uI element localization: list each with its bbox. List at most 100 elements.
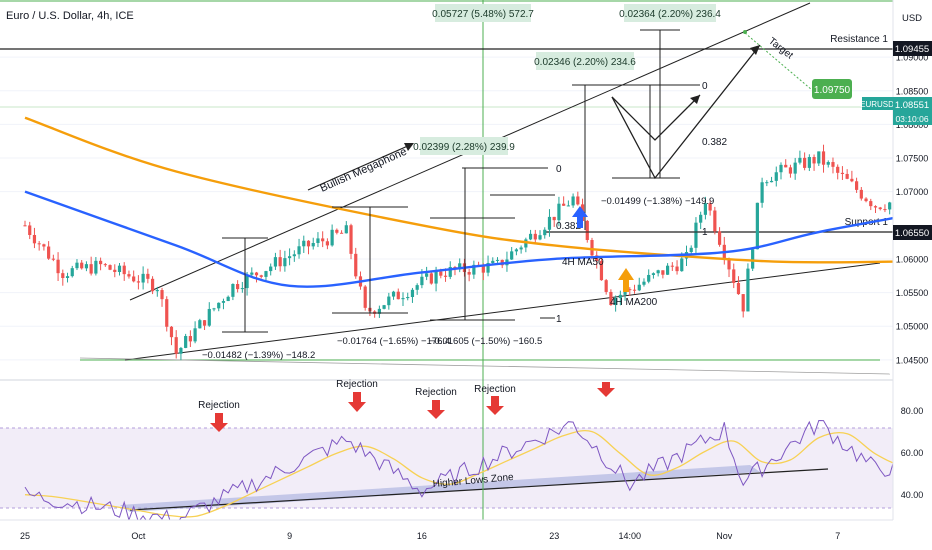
drop-1: −0.01482 (−1.39%) −148.2 (202, 350, 315, 361)
ma50-line (24, 190, 932, 288)
candle-body-156 (760, 182, 764, 203)
time-axis[interactable] (0, 520, 932, 550)
candle-body-10 (70, 268, 74, 277)
candle-body-181 (878, 207, 882, 210)
candle-body-164 (798, 157, 802, 163)
candle-body-134 (656, 270, 660, 274)
target-dot (743, 30, 747, 34)
measure-box-3 (624, 4, 716, 22)
candle-body-29 (160, 290, 164, 300)
rejection-label-2: Rejection (336, 379, 378, 390)
price-tick-7: 1.05000 (896, 322, 929, 332)
candle-body-178 (864, 198, 868, 202)
ma200-label: 4H MA200 (610, 297, 658, 308)
candle-body-40 (212, 308, 216, 310)
candle-body-60 (306, 240, 311, 247)
candle-body-51 (264, 271, 268, 277)
candle-body-162 (788, 167, 793, 174)
resistance-price-badge (893, 41, 932, 56)
candle-body-63 (321, 238, 325, 242)
candle-body-31 (169, 326, 174, 338)
time-tick-0: 25 (20, 531, 30, 541)
candle-body-38 (202, 320, 207, 326)
candle-body-85 (425, 273, 429, 277)
rejection-arrow-4 (486, 396, 504, 415)
candle-body-76 (382, 305, 386, 309)
candle-body-41 (217, 302, 221, 309)
candle-body-135 (661, 270, 665, 275)
candle-body-137 (670, 265, 674, 267)
candle-body-27 (150, 278, 155, 292)
candle-body-55 (283, 258, 287, 267)
candle-body-112 (552, 216, 556, 221)
candle-body-99 (491, 260, 495, 264)
candle-body-176 (855, 181, 859, 190)
measure-2: 0.02346 (2.20%) 234.6 (534, 57, 636, 68)
candle-body-153 (746, 268, 750, 312)
base-line (79, 357, 891, 375)
ma50-arrow (572, 206, 588, 228)
candle-body-89 (443, 275, 448, 277)
candle-body-30 (165, 299, 169, 327)
price-tick-1: 1.08500 (896, 86, 929, 96)
candle-body-77 (387, 296, 391, 306)
price-axis[interactable] (893, 0, 932, 550)
candle-body-36 (193, 328, 197, 342)
candle-body-35 (188, 336, 192, 342)
candle-body-128 (628, 289, 632, 291)
candle-body-57 (292, 254, 296, 257)
candle-body-66 (335, 229, 339, 233)
candle-body-18 (108, 265, 112, 270)
candle-body-122 (599, 260, 604, 281)
rejection-arrow-2 (348, 392, 366, 412)
measure-1: 0.02399 (2.28%) 239.9 (413, 142, 515, 153)
last-price-badge (893, 97, 932, 112)
candle-body-166 (807, 157, 811, 168)
time-tick-4: 23 (549, 531, 559, 541)
candle-body-45 (236, 284, 240, 290)
rsi-tick-2: 40.00 (901, 490, 924, 500)
candle-body-75 (377, 308, 381, 314)
rsi-ticks: 80.00 60.00 40.00 (901, 406, 924, 500)
candle-body-179 (869, 201, 873, 207)
fib-382-left: 0.382 (556, 221, 581, 232)
candle-body-170 (826, 162, 830, 165)
candle-body-64 (325, 241, 329, 246)
candle-body-54 (278, 257, 282, 267)
candle-body-165 (803, 157, 807, 168)
candle-body-24 (136, 281, 140, 283)
candle-body-116 (571, 196, 575, 206)
candle-body-158 (769, 180, 774, 183)
candle-body-95 (472, 264, 476, 275)
rsi-tick-1: 60.00 (901, 448, 924, 458)
candle-body-167 (812, 157, 816, 164)
candle-body-171 (831, 162, 835, 167)
candle-body-44 (231, 284, 235, 297)
candle-body-82 (410, 289, 415, 298)
candle-body-104 (514, 249, 518, 252)
candle-body-17 (103, 264, 107, 266)
candle-body-131 (642, 281, 646, 285)
candle-body-169 (821, 151, 826, 165)
candle-body-1 (28, 225, 32, 235)
candle-body-58 (297, 246, 301, 255)
candle-body-92 (458, 263, 462, 270)
price-tick-4: 1.07000 (896, 187, 929, 197)
candle-body-126 (618, 294, 622, 299)
candle-body-0 (23, 225, 27, 227)
time-tick-2: 9 (287, 531, 292, 541)
candle-body-67 (339, 232, 344, 234)
measure-box-1 (420, 137, 508, 155)
candle-body-80 (401, 298, 405, 300)
candle-body-33 (179, 347, 183, 354)
price-tick-5: 1.06000 (896, 254, 929, 264)
drop-4: −0.01499 (−1.38%) −149.9 (601, 196, 714, 207)
rejection-label-4: Rejection (474, 384, 516, 395)
candle-body-26 (146, 273, 150, 279)
drop-3: −0.01605 (−1.50%) −160.5 (429, 336, 542, 347)
candle-body-22 (127, 274, 131, 277)
time-tick-5: 14:00 (619, 531, 642, 541)
candle-body-105 (519, 247, 523, 250)
candle-body-32 (174, 337, 178, 354)
candle-body-39 (207, 308, 211, 326)
